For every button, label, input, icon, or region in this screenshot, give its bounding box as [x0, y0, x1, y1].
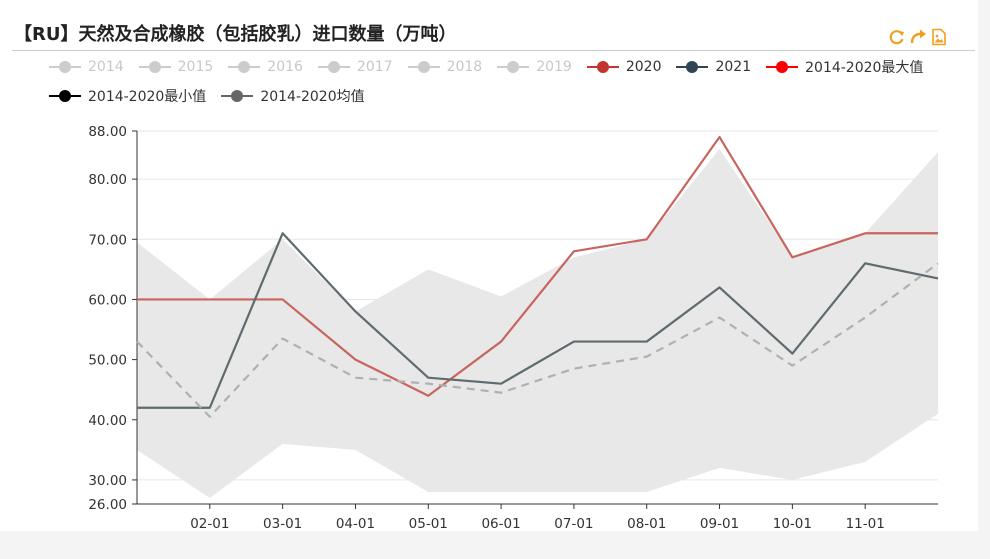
x-tick-label: 04-01	[336, 516, 375, 531]
chart-title: 【RU】天然及合成橡胶（包括胶乳）进口数量（万吨）	[14, 24, 457, 45]
legend-symbol-icon	[228, 61, 261, 73]
x-tick-label: 08-01	[627, 516, 666, 531]
legend-row: 2014-2020最小值 2014-2020均值	[48, 86, 379, 106]
legend-label: 2015	[177, 59, 214, 75]
y-tick-label: 88.00	[88, 124, 127, 140]
legend-label: 2019	[536, 59, 572, 75]
toolbox	[888, 28, 948, 46]
legend-item-2021[interactable]: 2021	[675, 59, 751, 75]
y-tick-label: 70.00	[88, 232, 127, 248]
x-tick-label: 10-01	[773, 516, 812, 531]
legend-item-2018[interactable]: 2018	[407, 59, 483, 75]
legend-item-2014-2020最小值[interactable]: 2014-2020最小值	[48, 86, 206, 106]
title-divider	[12, 50, 975, 51]
y-tick-label: 26.00	[88, 497, 127, 513]
legend-item-2015[interactable]: 2015	[138, 59, 214, 75]
y-tick-label: 40.00	[88, 413, 127, 429]
line-chart: 88.00 80.00 70.00 60.00 50.00 40.00 30.00 26.00…	[88, 124, 939, 531]
legend-item-2016[interactable]: 2016	[227, 59, 303, 75]
y-tick-label: 50.00	[88, 353, 127, 369]
y-tick-label: 80.00	[88, 172, 127, 188]
save-image-icon[interactable]	[930, 28, 948, 46]
refresh-icon[interactable]	[888, 28, 906, 46]
legend-label: 2014-2020均值	[260, 89, 365, 105]
y-tick-label: 30.00	[88, 473, 127, 489]
x-tick-label: 02-01	[190, 516, 229, 531]
legend-item-2014-2020最大值[interactable]: 2014-2020最大值	[765, 57, 923, 77]
legend-symbol-icon	[49, 90, 81, 102]
legend-item-2017[interactable]: 2017	[317, 59, 393, 75]
range-band-area	[137, 149, 938, 498]
legend-symbol-icon	[676, 61, 709, 73]
legend-symbol-icon	[497, 61, 530, 73]
legend-item-2014[interactable]: 2014	[48, 59, 124, 75]
legend-item-2020[interactable]: 2020	[586, 59, 662, 75]
legend-item-2014-2020均值[interactable]: 2014-2020均值	[220, 86, 365, 106]
legend-symbol-icon	[138, 61, 171, 73]
legend-symbol-icon	[221, 90, 254, 102]
legend-row: 2014 2015 2016 2017 2018 2019 2020 2021 2014-202…	[48, 57, 937, 77]
legend-symbol-icon	[586, 61, 619, 73]
legend-label: 2021	[715, 59, 752, 75]
legend-label: 2017	[356, 59, 393, 75]
series-line-2020	[137, 135, 938, 397]
x-tick-label: 05-01	[409, 516, 448, 531]
x-tick-label: 03-01	[263, 516, 302, 531]
legend-label: 2014-2020最大值	[805, 60, 924, 76]
x-tick-label: 07-01	[554, 516, 593, 531]
legend-label: 2014	[88, 59, 124, 75]
x-tick-label: 11-01	[846, 516, 885, 531]
legend-label: 2016	[267, 59, 303, 75]
series-line-2021	[137, 232, 939, 409]
legend-label: 2014-2020最小值	[88, 89, 207, 105]
x-tick-label: 06-01	[481, 516, 520, 531]
legend-symbol-icon	[49, 61, 81, 73]
legend-item-2019[interactable]: 2019	[496, 59, 572, 75]
series-line-2014-2020均值	[136, 262, 939, 418]
legend-label: 2018	[446, 59, 483, 75]
chart-panel: 【RU】天然及合成橡胶（包括胶乳）进口数量（万吨） 2014 2015 2016 20…	[0, 0, 978, 531]
share-arrow-icon[interactable]	[909, 28, 927, 46]
legend-label: 2020	[625, 59, 662, 75]
y-tick-label: 60.00	[88, 292, 127, 308]
legend-symbol-icon	[317, 61, 350, 73]
legend-symbol-icon	[407, 61, 440, 73]
x-tick-label: 09-01	[700, 516, 739, 531]
legend-symbol-icon	[766, 61, 799, 73]
